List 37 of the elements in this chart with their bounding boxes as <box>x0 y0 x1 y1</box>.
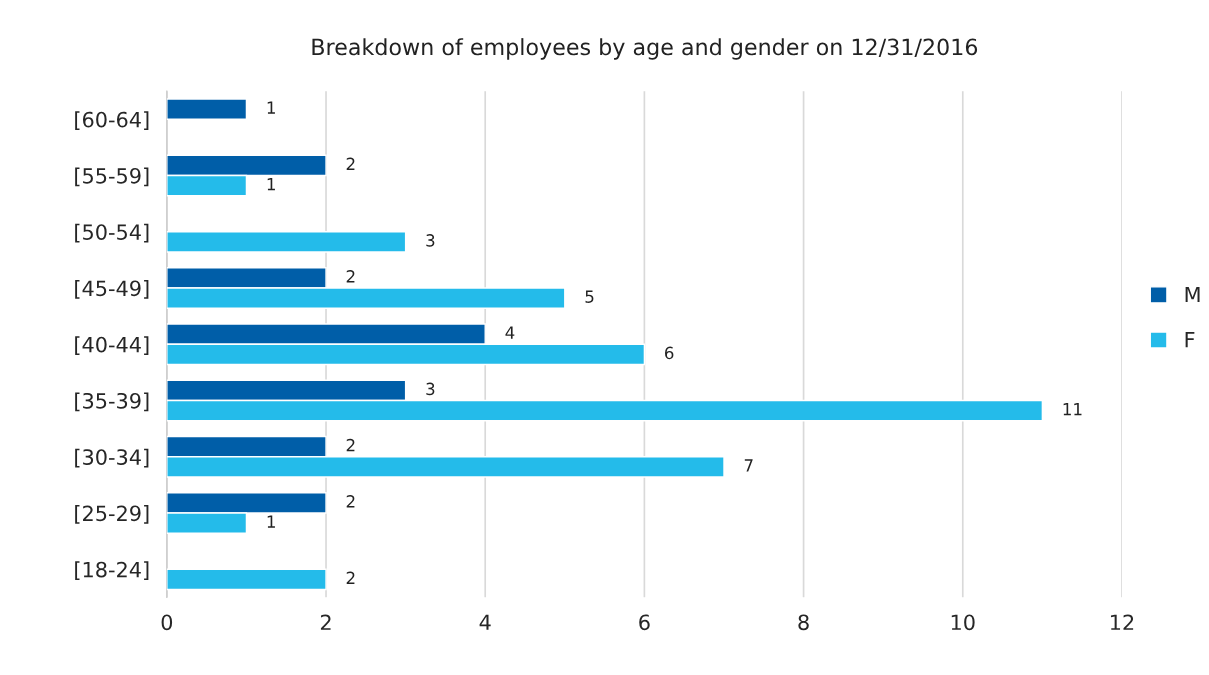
x-tick-label: 10 <box>951 614 975 631</box>
y-tick-label: [60-64] <box>75 111 149 130</box>
y-tick-label: [35-39] <box>75 392 149 412</box>
data-label: 1 <box>267 101 275 114</box>
data-label: 6 <box>665 346 674 360</box>
data-label: 3 <box>426 234 435 247</box>
x-tick-label: 4 <box>479 614 491 630</box>
data-label: 3 <box>426 382 435 396</box>
data-label: 2 <box>346 270 355 283</box>
bar <box>166 231 407 253</box>
y-tick-label: [50-54] <box>75 223 149 243</box>
x-tick-label: 12 <box>1110 614 1134 630</box>
data-label: 7 <box>744 459 753 472</box>
data-label: 11 <box>1063 403 1082 416</box>
data-label: 2 <box>346 438 355 452</box>
bar <box>166 568 327 591</box>
data-label: 4 <box>505 326 515 339</box>
data-label: 2 <box>346 495 355 508</box>
legend-label: F <box>1185 332 1195 348</box>
bar <box>166 98 248 120</box>
data-label: 1 <box>267 178 275 191</box>
x-tick-label: 8 <box>798 614 809 631</box>
data-label: 5 <box>585 290 594 303</box>
y-tick-label: [30-34] <box>75 448 149 468</box>
legend-label: M <box>1185 286 1200 303</box>
data-label: 1 <box>267 515 275 528</box>
y-tick-label: [40-44] <box>75 336 149 355</box>
x-tick-label: 6 <box>639 614 650 631</box>
y-tick-label: [55-59] <box>75 167 149 187</box>
y-tick-label: [45-49] <box>75 280 149 299</box>
y-tick-label: [25-29] <box>75 505 149 524</box>
y-tick-label: [18-24] <box>75 561 149 580</box>
x-tick-label: 2 <box>320 614 331 630</box>
data-label: 2 <box>346 571 355 584</box>
chart-title: Breakdown of employees by age and gender on 12/31/2016 <box>312 38 978 60</box>
x-tick-label: 0 <box>161 614 173 631</box>
data-label: 2 <box>346 157 355 170</box>
